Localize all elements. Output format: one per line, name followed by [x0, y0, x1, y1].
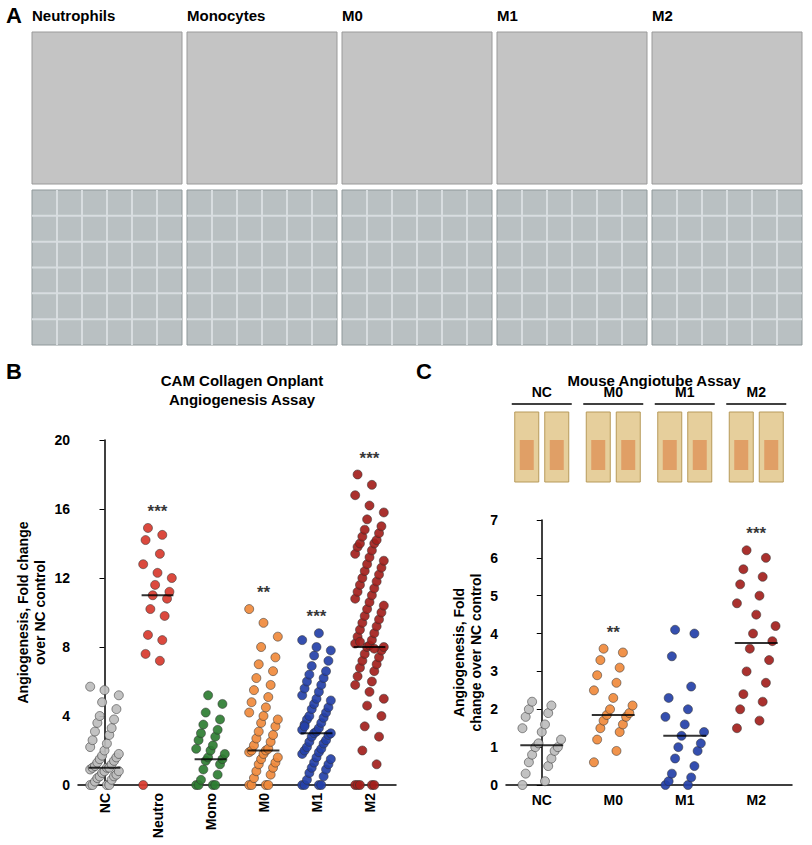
- svg-text:A: A: [6, 3, 22, 28]
- svg-text:4: 4: [62, 708, 70, 724]
- svg-text:5: 5: [490, 588, 498, 604]
- svg-text:2: 2: [490, 701, 498, 717]
- svg-text:M0: M0: [603, 384, 623, 400]
- svg-text:M0: M0: [604, 792, 624, 808]
- svg-text:0: 0: [490, 777, 498, 793]
- svg-text:Neutrophils: Neutrophils: [32, 7, 115, 24]
- svg-text:NC: NC: [532, 792, 552, 808]
- svg-text:4: 4: [490, 626, 498, 642]
- svg-text:Mouse Angiotube Assay: Mouse Angiotube Assay: [567, 372, 741, 389]
- svg-text:C: C: [416, 359, 432, 384]
- svg-text:**: **: [607, 623, 621, 642]
- svg-text:M1: M1: [675, 384, 695, 400]
- svg-text:Neutro: Neutro: [150, 793, 166, 838]
- svg-text:8: 8: [62, 639, 70, 655]
- svg-text:CAM Collagen Onplant: CAM Collagen Onplant: [161, 372, 324, 389]
- svg-text:***: ***: [148, 502, 168, 521]
- svg-text:over NC control: over NC control: [32, 560, 48, 665]
- svg-text:M2: M2: [362, 793, 378, 813]
- svg-text:6: 6: [490, 550, 498, 566]
- svg-text:**: **: [257, 583, 271, 602]
- svg-text:M2: M2: [652, 7, 673, 24]
- svg-text:Angiogenesis, Fold change: Angiogenesis, Fold change: [15, 521, 31, 703]
- svg-text:7: 7: [490, 512, 498, 528]
- svg-text:20: 20: [54, 432, 70, 448]
- svg-text:change over NC control: change over NC control: [468, 574, 484, 732]
- svg-text:M0: M0: [256, 793, 272, 813]
- svg-text:16: 16: [54, 501, 70, 517]
- svg-text:0: 0: [62, 777, 70, 793]
- svg-text:***: ***: [307, 607, 327, 626]
- svg-text:M2: M2: [747, 792, 767, 808]
- svg-text:M0: M0: [342, 7, 363, 24]
- svg-text:1: 1: [490, 739, 498, 755]
- svg-text:M1: M1: [309, 793, 325, 813]
- svg-text:3: 3: [490, 663, 498, 679]
- svg-text:M1: M1: [497, 7, 518, 24]
- svg-text:M2: M2: [747, 384, 767, 400]
- svg-text:12: 12: [54, 570, 70, 586]
- svg-text:Angiogenesis, Fold: Angiogenesis, Fold: [451, 588, 467, 717]
- svg-text:Mono: Mono: [203, 793, 219, 830]
- svg-text:Angiogenesis Assay: Angiogenesis Assay: [169, 391, 316, 408]
- svg-text:M1: M1: [675, 792, 695, 808]
- svg-text:Monocytes: Monocytes: [187, 7, 265, 24]
- svg-text:B: B: [6, 359, 22, 384]
- svg-text:***: ***: [360, 449, 380, 468]
- svg-text:NC: NC: [97, 793, 113, 813]
- svg-text:***: ***: [746, 524, 766, 543]
- svg-text:NC: NC: [532, 384, 552, 400]
